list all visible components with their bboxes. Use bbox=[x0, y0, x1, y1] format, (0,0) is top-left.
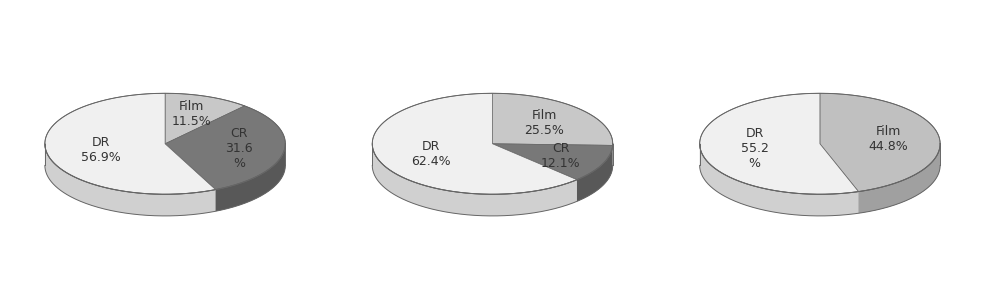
Polygon shape bbox=[45, 165, 216, 216]
Polygon shape bbox=[859, 144, 940, 213]
Polygon shape bbox=[820, 93, 940, 192]
Polygon shape bbox=[492, 165, 613, 167]
Polygon shape bbox=[492, 93, 613, 145]
Polygon shape bbox=[45, 144, 216, 216]
Text: DR
55.2
%: DR 55.2 % bbox=[741, 127, 768, 170]
Polygon shape bbox=[45, 93, 216, 194]
Polygon shape bbox=[372, 144, 577, 216]
Text: Film
44.8%: Film 44.8% bbox=[869, 125, 908, 153]
Polygon shape bbox=[820, 165, 940, 213]
Text: DR
56.9%: DR 56.9% bbox=[81, 136, 120, 164]
Text: Film
11.5%: Film 11.5% bbox=[171, 100, 212, 128]
Polygon shape bbox=[492, 144, 613, 180]
Polygon shape bbox=[492, 165, 613, 201]
Polygon shape bbox=[372, 93, 577, 194]
Polygon shape bbox=[216, 144, 286, 211]
Polygon shape bbox=[699, 144, 859, 216]
Polygon shape bbox=[577, 145, 613, 201]
Text: Film
25.5%: Film 25.5% bbox=[524, 109, 564, 137]
Polygon shape bbox=[165, 93, 244, 144]
Polygon shape bbox=[372, 165, 577, 216]
Polygon shape bbox=[165, 165, 286, 211]
Text: CR
12.1%: CR 12.1% bbox=[541, 142, 580, 170]
Text: CR
31.6
%: CR 31.6 % bbox=[225, 127, 253, 170]
Text: DR
62.4%: DR 62.4% bbox=[412, 140, 451, 168]
Polygon shape bbox=[699, 165, 859, 216]
Polygon shape bbox=[699, 93, 859, 194]
Polygon shape bbox=[165, 106, 286, 190]
